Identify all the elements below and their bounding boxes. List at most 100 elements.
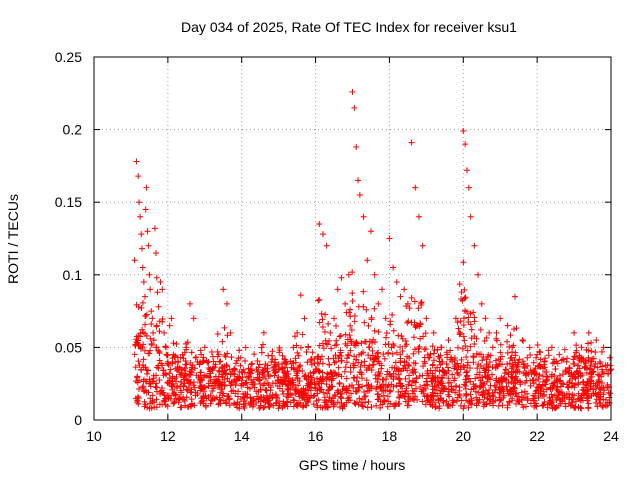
- data-point: [318, 310, 325, 317]
- data-point: [542, 369, 549, 376]
- data-point: [408, 139, 415, 146]
- data-point: [494, 337, 501, 344]
- data-point: [321, 399, 328, 406]
- data-point: [549, 385, 556, 392]
- data-point: [181, 366, 188, 373]
- data-point: [344, 351, 351, 358]
- data-point: [315, 367, 322, 374]
- data-point: [382, 315, 389, 322]
- data-point: [262, 361, 269, 368]
- data-point: [446, 379, 453, 386]
- data-point: [460, 333, 467, 340]
- x-tick-label: 24: [603, 428, 619, 444]
- data-point: [569, 380, 576, 387]
- data-point: [589, 368, 596, 375]
- data-point: [372, 375, 379, 382]
- data-point: [468, 326, 475, 333]
- data-point: [513, 390, 520, 397]
- data-point: [312, 366, 319, 373]
- data-point: [365, 398, 372, 405]
- data-point: [467, 310, 474, 317]
- data-point: [603, 403, 610, 410]
- data-point: [491, 389, 498, 396]
- data-point: [323, 242, 330, 249]
- data-point: [348, 382, 355, 389]
- data-point: [220, 368, 227, 375]
- data-point: [374, 358, 381, 365]
- data-point: [336, 404, 343, 411]
- data-point: [249, 360, 256, 367]
- data-point: [232, 382, 239, 389]
- data-point: [412, 360, 419, 367]
- data-point: [373, 385, 380, 392]
- data-point: [304, 359, 311, 366]
- data-point: [381, 355, 388, 362]
- data-point: [438, 344, 445, 351]
- data-point: [245, 365, 252, 372]
- data-point: [270, 364, 277, 371]
- data-point: [272, 356, 279, 363]
- data-point: [369, 339, 376, 346]
- data-point: [578, 344, 585, 351]
- data-point: [588, 358, 595, 365]
- data-point: [135, 304, 142, 311]
- data-point: [182, 361, 189, 368]
- data-point: [184, 377, 191, 384]
- data-point: [269, 380, 276, 387]
- data-point: [217, 397, 224, 404]
- data-point: [327, 329, 334, 336]
- data-point: [583, 388, 590, 395]
- data-point: [554, 375, 561, 382]
- data-point: [541, 391, 548, 398]
- data-point: [371, 305, 378, 312]
- data-point: [511, 293, 518, 300]
- data-point: [490, 402, 497, 409]
- data-point: [353, 339, 360, 346]
- data-point: [248, 361, 255, 368]
- data-point: [429, 373, 436, 380]
- data-point: [585, 400, 592, 407]
- data-point: [227, 382, 234, 389]
- data-point: [139, 264, 146, 271]
- data-point: [483, 334, 490, 341]
- data-point: [318, 353, 325, 360]
- data-point: [164, 379, 171, 386]
- data-point: [566, 364, 573, 371]
- data-point: [209, 353, 216, 360]
- data-point: [418, 388, 425, 395]
- y-tick-label: 0.15: [55, 194, 82, 210]
- data-point: [534, 351, 541, 358]
- data-point: [430, 386, 437, 393]
- data-point: [397, 293, 404, 300]
- data-point: [601, 387, 608, 394]
- data-point: [452, 315, 459, 322]
- data-point: [530, 359, 537, 366]
- data-point: [177, 387, 184, 394]
- data-point: [416, 343, 423, 350]
- chart-title: Day 034 of 2025, Rate Of TEC Index for r…: [181, 19, 517, 35]
- data-point: [445, 375, 452, 382]
- data-point: [352, 401, 359, 408]
- data-point: [447, 347, 454, 354]
- data-point: [560, 356, 567, 363]
- data-point: [429, 383, 436, 390]
- data-point: [139, 245, 146, 252]
- data-point: [464, 347, 471, 354]
- data-point: [385, 382, 392, 389]
- data-point: [275, 405, 282, 412]
- data-point: [387, 318, 394, 325]
- data-point: [322, 311, 329, 318]
- data-point: [294, 367, 301, 374]
- ticks-layer: 10 12 14 16 18 20 22 24 0 0.05 0.1 0.15 0.2 0.25: [55, 49, 619, 444]
- data-point: [199, 397, 206, 404]
- data-point: [499, 377, 506, 384]
- data-point: [596, 372, 603, 379]
- data-point: [136, 386, 142, 393]
- data-point: [355, 401, 362, 408]
- data-point: [364, 387, 371, 394]
- data-point: [467, 321, 474, 328]
- data-point: [365, 322, 372, 329]
- data-point: [382, 334, 389, 341]
- data-point: [164, 352, 171, 359]
- data-point: [280, 391, 287, 398]
